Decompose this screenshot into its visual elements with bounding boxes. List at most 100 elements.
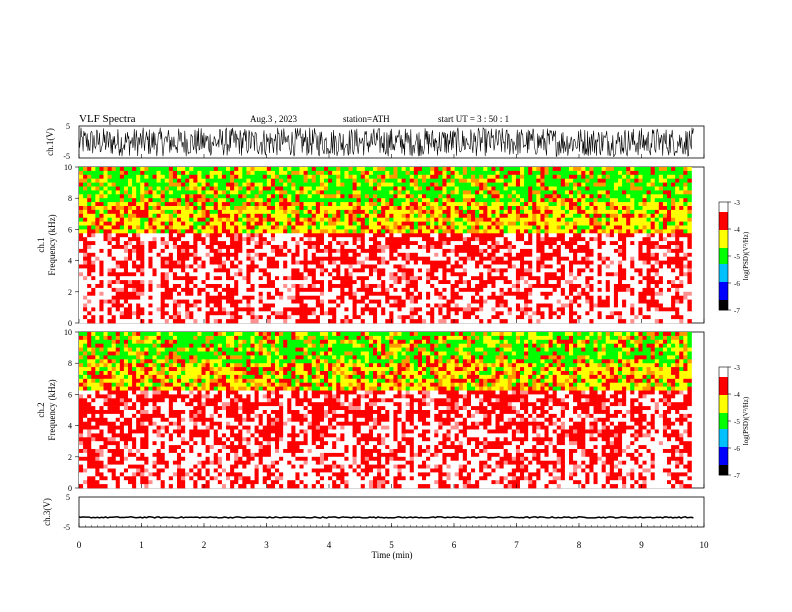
ch1-spec-cell — [319, 174, 325, 179]
ch1-spec-cell — [254, 276, 259, 281]
ch1-spec-cell — [83, 209, 88, 215]
ch1-spec-cell — [181, 295, 186, 300]
ch1-spec-cell — [352, 315, 357, 320]
ch1-spec-cell — [123, 264, 129, 269]
ch1-spec-cell — [168, 186, 174, 191]
ch1-spec-cell — [511, 307, 517, 312]
ch1-spec-cell — [287, 303, 292, 308]
ch1-spec-cell — [475, 287, 480, 293]
ch1-spec-cell — [193, 303, 198, 308]
ch1-spec-cell — [409, 291, 415, 296]
ch1-spec-cell — [385, 268, 390, 273]
ch1-spec-cell — [564, 284, 570, 289]
ch1-spec-cell — [393, 284, 398, 289]
ch1-spec-cell — [454, 213, 460, 218]
ch1-spec-cell — [307, 178, 313, 183]
ch1-spec-cell — [458, 229, 464, 234]
ch1-spec-cell — [479, 272, 484, 277]
ch1-spec-cell — [258, 287, 264, 293]
ch1-spec-cell — [471, 198, 476, 203]
ch1-spec-cell — [373, 311, 378, 316]
ch1-spec-cell — [270, 280, 276, 285]
ch1-spec-cell — [581, 202, 586, 207]
ch1-spec-cell — [393, 186, 398, 191]
ch1-spec-cell — [115, 284, 121, 289]
ch1-spec-cell — [564, 209, 570, 215]
ch1-spec-cell — [283, 299, 288, 304]
ch1-spec-cell — [409, 186, 415, 191]
ch1-spec-cell — [532, 237, 537, 242]
ch1-spec-cell — [487, 319, 492, 324]
ch1-spec-cell — [87, 256, 92, 261]
ch1-spec-cell — [140, 245, 145, 250]
ch1-spec-cell — [475, 194, 480, 199]
ch1-spec-cell — [499, 303, 504, 308]
ch1-spec-cell — [230, 256, 235, 261]
ch1-spec-cell — [197, 170, 202, 176]
ch1-spec-cell — [356, 299, 362, 304]
ch1-spec-cell — [389, 260, 394, 265]
ch1-spec-cell — [246, 245, 251, 250]
ch1-spec-cell — [520, 307, 525, 312]
ch1-spec-cell — [115, 291, 121, 296]
ch1-spec-cell — [99, 170, 104, 176]
ch1-spec-cell — [226, 229, 231, 234]
ch1-spec-cell — [185, 272, 190, 277]
ch1-spec-cell — [511, 272, 517, 277]
ch1-spec-cell — [270, 311, 276, 316]
ch1-spec-cell — [385, 233, 390, 238]
ch1-spec-cell — [87, 233, 92, 238]
ch1-spec-cell — [385, 256, 390, 261]
ch1-spec-cell — [238, 280, 243, 285]
ch1-spec-cell — [103, 252, 108, 257]
ch1-spec-cell — [491, 167, 496, 172]
ch1-spec-cell — [128, 209, 133, 215]
ch1-spec-cell — [524, 194, 529, 199]
ch1-spec-cell — [168, 256, 174, 261]
ch1-spec-cell — [475, 307, 480, 312]
ch1-spec-cell — [213, 198, 219, 203]
ch1-spec-cell — [185, 241, 190, 246]
ch1-spec-cell — [438, 167, 443, 172]
ch1-spec-cell — [536, 260, 541, 265]
ch1-spec-cell — [536, 295, 541, 300]
ch1-spec-cell — [217, 260, 223, 265]
ch1-spec-cell — [295, 170, 300, 176]
ch1-spec-cell — [417, 280, 423, 285]
ch1-spec-cell — [483, 280, 488, 285]
ch1-spec-cell — [340, 303, 345, 308]
ch1-spec-cell — [524, 178, 529, 183]
ch1-spec-cell — [352, 264, 357, 269]
ch1-spec-cell — [471, 319, 476, 324]
ch1-spec-cell — [87, 319, 92, 324]
ch1-spec-cell — [95, 284, 100, 289]
ch1-spec-cell — [389, 206, 394, 211]
ch1-spec-cell — [442, 299, 447, 304]
ch1-spec-cell — [495, 225, 500, 230]
ch1-spec-cell — [585, 206, 590, 211]
ch1-spec-cell — [573, 209, 578, 215]
ch1-spec-cell — [520, 233, 525, 238]
ch1-spec-cell — [548, 252, 553, 257]
ch1-spec-cell — [471, 170, 476, 176]
ch1-spec-cell — [462, 213, 468, 218]
ch1-spec-cell — [548, 221, 553, 226]
ch1-spec-cell — [144, 248, 149, 254]
ch1-spec-cell — [123, 272, 129, 277]
ch1-spec-cell — [438, 190, 443, 195]
ch1-spec-cell — [234, 209, 239, 215]
ch1-spec-cell — [573, 276, 578, 281]
ch1-spec-cell — [111, 209, 117, 215]
ch1-spec-cell — [136, 280, 141, 285]
ch1-spec-cell — [442, 245, 447, 250]
ch1-spec-cell — [430, 303, 435, 308]
ch1-spec-cell — [544, 287, 549, 293]
ch1-spec-cell — [356, 190, 362, 195]
ch1-spec-cell — [279, 319, 284, 324]
ch1-spec-cell — [111, 272, 117, 277]
ch1-spec-cell — [381, 264, 386, 269]
ch1-spec-cell — [377, 307, 382, 312]
ch1-spec-cell — [136, 245, 141, 250]
ch1-spec-cell — [458, 217, 464, 222]
ch1-spec-cell — [197, 260, 202, 265]
